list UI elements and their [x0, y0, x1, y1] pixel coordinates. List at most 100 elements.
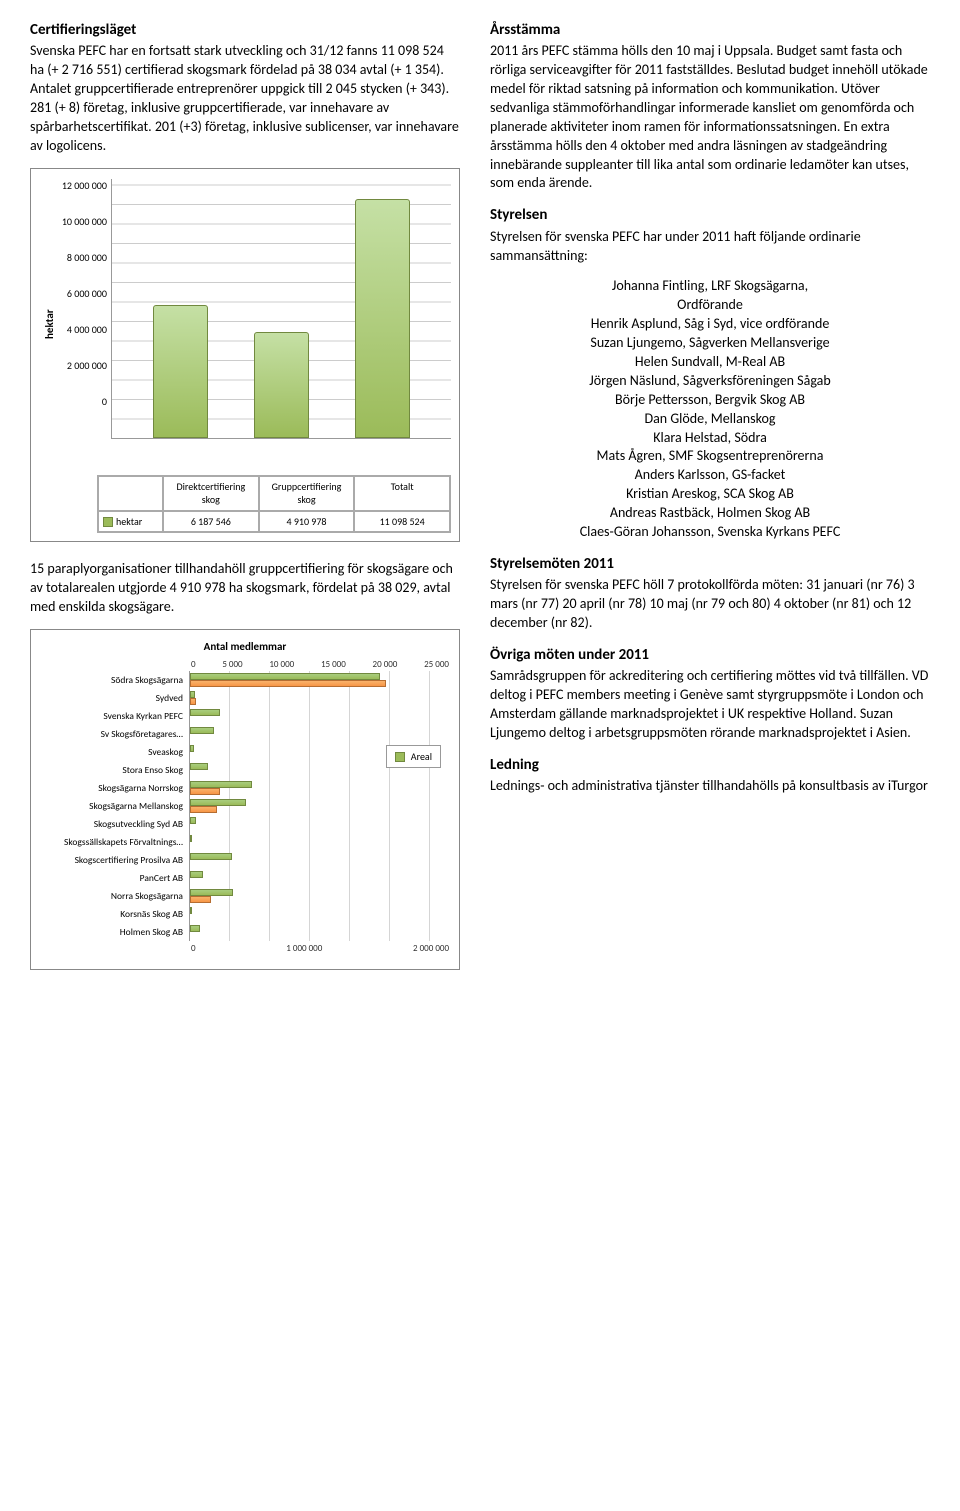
members-chart-plot — [189, 671, 451, 941]
table-value-cell: 11 098 524 — [354, 511, 450, 533]
heading-ovriga: Övriga möten under 2011 — [490, 645, 930, 665]
chart-bar — [254, 332, 309, 438]
category-label: Sydved — [39, 689, 183, 707]
chart-data-table: Direktcertifiering skogGruppcertifiering… — [97, 475, 451, 534]
table-value-cell: 4 910 978 — [259, 511, 355, 533]
legend-swatch-hektar — [103, 517, 113, 527]
chart-row — [190, 833, 451, 851]
category-label: PanCert AB — [39, 869, 183, 887]
board-member: Klara Helstad, Södra — [490, 429, 930, 448]
chart-row — [190, 869, 451, 887]
ytick-label: 8 000 000 — [62, 251, 107, 265]
chart-yaxis: 12 000 00010 000 0008 000 0006 000 0004 … — [62, 179, 111, 439]
bar-members — [190, 788, 220, 795]
category-label: Skogscertifiering Prosilva AB — [39, 851, 183, 869]
ytick-label: 10 000 000 — [62, 215, 107, 229]
table-value-cell: 6 187 546 — [163, 511, 259, 533]
category-label: Holmen Skog AB — [39, 923, 183, 941]
chart-row — [190, 887, 451, 905]
bar-areal — [190, 889, 233, 896]
board-list: Johanna Fintling, LRF Skogsägarna,Ordför… — [490, 277, 930, 541]
ytick-label: 2 000 000 — [62, 359, 107, 373]
board-member: Börje Pettersson, Bergvik Skog AB — [490, 391, 930, 410]
bar-members — [190, 806, 217, 813]
heading-cert: Certifieringsläget — [30, 20, 460, 40]
bar-areal — [190, 673, 380, 680]
members-chart: Antal medlemmar 0 5 000 10 000 15 000 20 000… — [30, 629, 460, 970]
bottom-axis-tick: 0 — [191, 943, 196, 955]
legend-swatch-areal — [395, 752, 405, 762]
members-chart-bottom-axis: 0 1 000 000 2 000 000 — [189, 941, 451, 955]
ytick-label: 12 000 000 — [62, 179, 107, 193]
category-label: Korsnäs Skog AB — [39, 905, 183, 923]
board-member: Suzan Ljungemo, Sågverken Mellansverige — [490, 334, 930, 353]
table-legend-cell: hektar — [98, 511, 163, 533]
column-left: Certifieringsläget Svenska PEFC har en f… — [30, 20, 460, 988]
chart-plot — [111, 179, 451, 439]
page-columns: Certifieringsläget Svenska PEFC har en f… — [30, 20, 930, 988]
ytick-label: 0 — [62, 395, 107, 409]
top-axis-tick: 15 000 — [321, 659, 346, 671]
table-cell — [98, 476, 163, 511]
members-chart-body: Södra SkogsägarnaSydvedSvenska Kyrkan PE… — [39, 671, 451, 941]
category-label: Sveaskog — [39, 743, 183, 761]
bottom-axis-tick: 2 000 000 — [413, 943, 449, 955]
column-right: Årsstämma 2011 års PEFC stämma hölls den… — [490, 20, 930, 988]
para-styrelsen: Styrelsen för svenska PEFC har under 201… — [490, 228, 930, 266]
chart-row — [190, 797, 451, 815]
bar-members — [190, 680, 386, 687]
heading-moten: Styrelsemöten 2011 — [490, 554, 930, 574]
bar-areal — [190, 853, 232, 860]
chart-bar — [355, 199, 410, 438]
category-label: Stora Enso Skog — [39, 761, 183, 779]
chart-row — [190, 671, 451, 689]
legend-label-hektar: hektar — [116, 515, 142, 528]
heading-styrelsen: Styrelsen — [490, 205, 930, 225]
legend-label-areal: Areal — [411, 750, 432, 763]
top-axis-tick: 25 000 — [424, 659, 449, 671]
members-chart-top-axis: 05 00010 00015 00020 00025 000 — [189, 659, 451, 671]
category-label: Södra Skogsägarna — [39, 671, 183, 689]
bar-areal — [190, 781, 252, 788]
chart-row — [190, 779, 451, 797]
board-member: Dan Glöde, Mellanskog — [490, 410, 930, 429]
table-header-cell: Gruppcertifiering skog — [259, 476, 355, 511]
members-chart-title: Antal medlemmar — [39, 640, 451, 655]
bottom-axis-tick: 1 000 000 — [286, 943, 322, 955]
board-member: Mats Ågren, SMF Skogsentreprenörerna — [490, 447, 930, 466]
members-chart-categories: Södra SkogsägarnaSydvedSvenska Kyrkan PE… — [39, 671, 189, 941]
bar-areal — [190, 745, 194, 752]
bar-members — [190, 896, 211, 903]
board-member: Henrik Asplund, Såg i Syd, vice ordföran… — [490, 315, 930, 334]
hectare-chart: hektar 12 000 00010 000 0008 000 0006 00… — [30, 168, 460, 543]
chart-ylabel: hektar — [39, 179, 62, 469]
bar-areal — [190, 871, 203, 878]
category-label: Skogssällskapets Förvaltnings… — [39, 833, 183, 851]
top-axis-tick: 10 000 — [269, 659, 294, 671]
table-header-cell: Totalt — [354, 476, 450, 511]
para-cert: Svenska PEFC har en fortsatt stark utvec… — [30, 42, 460, 155]
category-label: Skogsägarna Mellanskog — [39, 797, 183, 815]
bar-areal — [190, 691, 195, 698]
category-label: Sv Skogsföretagares… — [39, 725, 183, 743]
board-member: Anders Karlsson, GS-facket — [490, 466, 930, 485]
ytick-label: 4 000 000 — [62, 323, 107, 337]
heading-ledning: Ledning — [490, 755, 930, 775]
category-label: Svenska Kyrkan PEFC — [39, 707, 183, 725]
para-moten: Styrelsen för svenska PEFC höll 7 protok… — [490, 576, 930, 633]
board-member: Johanna Fintling, LRF Skogsägarna, — [490, 277, 930, 296]
top-axis-tick: 5 000 — [222, 659, 242, 671]
board-member: Ordförande — [490, 296, 930, 315]
bar-areal — [190, 817, 196, 824]
bar-areal — [190, 799, 246, 806]
chart-row — [190, 851, 451, 869]
category-label: Norra Skogsägarna — [39, 887, 183, 905]
table-header-cell: Direktcertifiering skog — [163, 476, 259, 511]
bar-areal — [190, 907, 192, 914]
category-label: Skogsägarna Norrskog — [39, 779, 183, 797]
top-axis-tick: 20 000 — [373, 659, 398, 671]
bar-areal — [190, 763, 208, 770]
bar-areal — [190, 727, 214, 734]
board-member: Kristian Areskog, SCA Skog AB — [490, 485, 930, 504]
board-member: Andreas Rastbäck, Holmen Skog AB — [490, 504, 930, 523]
